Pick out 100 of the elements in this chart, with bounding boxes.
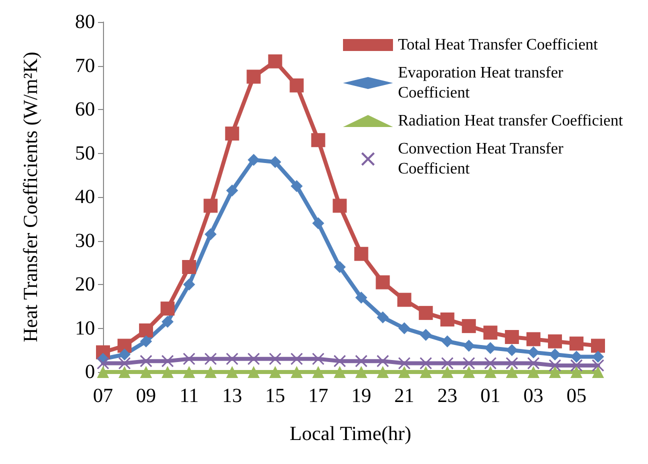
point	[140, 335, 152, 348]
legend-label: Radiation Heat transfer Coefficient	[398, 112, 624, 130]
point	[225, 126, 240, 141]
point	[312, 217, 324, 230]
point	[462, 357, 476, 370]
point	[311, 133, 326, 148]
point	[160, 302, 175, 316]
point	[269, 366, 282, 378]
y-tick-label: 60	[75, 98, 95, 120]
point	[312, 366, 324, 378]
point	[140, 366, 152, 378]
point	[97, 366, 109, 378]
point	[398, 357, 411, 370]
point	[441, 366, 454, 378]
point	[226, 184, 238, 196]
y-tick-label: 20	[75, 274, 95, 296]
point	[397, 292, 412, 307]
y-tick-label: 0	[85, 361, 95, 383]
point	[355, 292, 368, 304]
point	[334, 261, 346, 273]
point	[420, 328, 432, 341]
y-tick-label: 80	[75, 11, 95, 33]
point	[526, 332, 540, 346]
point	[355, 354, 368, 368]
x-tick-label: 07	[93, 385, 113, 407]
point	[162, 366, 174, 378]
y-tick-label: 50	[75, 142, 95, 164]
point	[248, 366, 260, 378]
point	[248, 154, 260, 166]
point	[182, 260, 196, 274]
point	[527, 357, 540, 370]
point	[440, 312, 454, 326]
point	[570, 350, 582, 363]
y-axis-title: Heat Transfer Coefficients (W/m²K)	[20, 52, 42, 342]
point	[268, 352, 282, 366]
point	[204, 352, 217, 366]
point	[548, 359, 562, 372]
point	[269, 156, 282, 168]
point	[527, 346, 540, 358]
point	[268, 54, 282, 68]
x-tick-label: 09	[136, 385, 156, 407]
point	[96, 357, 110, 370]
point	[398, 322, 410, 334]
x-tick-label: 17	[308, 385, 328, 407]
legend-label: Convection Heat Transfer Coefficient	[398, 140, 568, 178]
point	[506, 366, 518, 378]
point	[441, 335, 454, 348]
point	[418, 306, 433, 320]
point	[118, 348, 131, 360]
point	[226, 366, 238, 378]
y-tick-label: 30	[75, 230, 95, 252]
point	[570, 366, 582, 378]
point	[376, 311, 389, 324]
point	[462, 366, 475, 378]
point	[140, 354, 152, 368]
y-tick-label: 70	[75, 54, 95, 77]
point	[376, 366, 389, 378]
point	[246, 70, 261, 84]
point	[548, 366, 561, 378]
point	[548, 334, 562, 348]
point	[376, 354, 390, 368]
point	[290, 366, 303, 378]
point	[506, 357, 518, 370]
point	[332, 198, 347, 213]
x-tick-label: 01	[480, 385, 500, 407]
point	[592, 366, 604, 378]
point	[527, 366, 540, 378]
point	[333, 354, 346, 368]
x-tick-label: 13	[222, 385, 242, 407]
point	[355, 366, 368, 378]
point	[290, 78, 304, 92]
point	[312, 352, 324, 366]
point	[420, 357, 432, 370]
y-tick-label: 40	[75, 186, 95, 208]
point	[592, 350, 604, 363]
point	[161, 354, 174, 368]
point	[462, 319, 476, 334]
x-tick-label: 11	[179, 385, 199, 407]
point	[162, 316, 174, 328]
point	[483, 326, 498, 340]
point	[204, 228, 217, 240]
x-tick-label: 21	[394, 385, 414, 407]
point	[226, 352, 238, 366]
x-tick-label: 05	[566, 385, 586, 407]
legend-label: Evaporation Heat transfer Coefficient	[398, 64, 568, 102]
point	[420, 366, 432, 378]
point	[139, 323, 154, 338]
point	[484, 342, 496, 354]
x-tick-label: 15	[265, 385, 286, 407]
point	[462, 340, 475, 352]
point	[183, 366, 196, 378]
x-tick-label: 19	[351, 385, 372, 407]
point	[334, 366, 346, 378]
point	[204, 198, 218, 213]
point	[569, 336, 584, 351]
point	[441, 357, 454, 370]
point	[290, 352, 303, 366]
point	[118, 366, 131, 378]
point	[506, 344, 518, 356]
point	[183, 278, 196, 290]
